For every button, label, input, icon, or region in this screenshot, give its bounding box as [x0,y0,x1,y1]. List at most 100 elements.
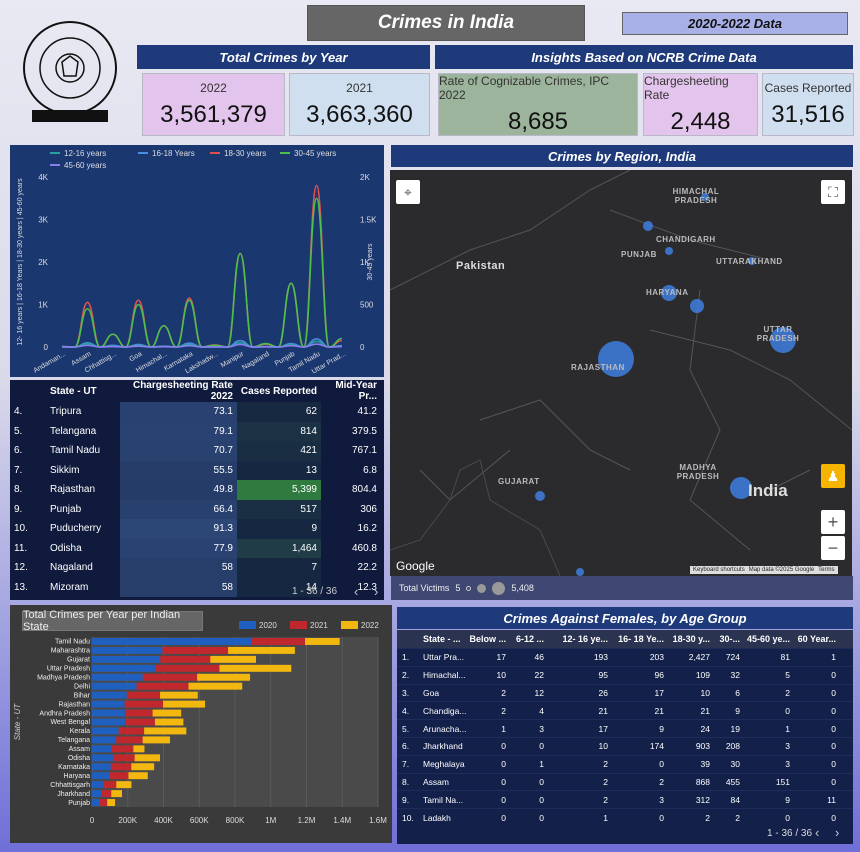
table-row[interactable]: 10. Ladakh 0 0 1 0 2 2 0 0 [397,808,853,826]
region-map[interactable]: Pakistan HIMACHAL PRADESH CHANDIGARH PUN… [390,170,852,576]
street-view-icon[interactable]: ♟ [821,464,845,488]
row-number: 9. [402,794,410,805]
cell-midyear: 12.3 [357,581,377,593]
col-header[interactable]: State - ... [423,634,461,644]
zoom-in-button[interactable]: + [821,510,845,534]
table-row[interactable]: 2. Himachal... 10 22 95 96 109 32 5 0 [397,665,853,684]
col-header[interactable]: 45-60 ye... [746,634,790,644]
col-state[interactable]: State - UT [50,385,97,397]
table-row[interactable]: 9. Tamil Na... 0 0 2 3 312 84 9 11 [397,790,853,808]
row-number: 1. [402,652,410,663]
cell-value: 903 [695,741,710,752]
cell-midyear: 804.4 [351,484,377,496]
category-label: Kerala [70,728,90,735]
table-row[interactable]: 3. Goa 2 12 26 17 10 6 2 0 [397,683,853,702]
col-cases[interactable]: Cases Reported [240,385,317,397]
row-number: 6. [14,445,23,457]
kpi-label: Chargesheeting Rate [644,73,729,102]
prev-page-icon[interactable]: ‹ [815,825,820,840]
category-label: Andhra Pradesh [39,710,90,717]
section-insights: Insights Based on NCRB Crime Data [435,45,853,69]
locate-icon[interactable]: ⌖ [396,180,420,204]
map-label-uttar-pradesh: UTTAR PRADESH [756,325,800,343]
bar-segment [124,700,164,708]
table-row[interactable]: 10. Puducherry 91.3 9 16.2 [10,519,384,539]
col-chargesheeting[interactable]: Chargesheeting Rate 2022 [132,380,233,402]
row-number: 5. [14,425,23,437]
cell-value: 10 [598,741,608,752]
cell-value: 868 [695,776,710,787]
cell-cases: 9 [237,519,321,539]
col-header[interactable]: 6-12 ... [515,634,544,644]
table-row[interactable]: 4. Chandiga... 2 4 21 21 21 9 0 0 [397,701,853,719]
cell-value: 9 [785,794,790,805]
col-header[interactable]: 16- 18 Ye... [618,634,664,644]
table-row[interactable]: 11. Odisha 77.9 1,464 460.8 [10,538,384,558]
cell-cases: 62 [237,402,321,422]
bar-segment [92,700,125,708]
map-label-haryana: HARYANA [646,288,689,297]
cell-value: 0 [785,705,790,716]
bar-segment [128,772,148,780]
cell-value: 0 [785,812,790,823]
cell-value: 2 [603,759,608,770]
map-label-himachal: HIMACHAL PRADESH [672,187,720,205]
table-row[interactable]: 13. Mizoram 58 14 12.3 [10,577,384,597]
cell-value: 19 [730,723,740,734]
terms-link[interactable]: Terms [818,567,835,573]
table-row[interactable]: 12. Nagaland 58 7 22.2 [10,558,384,578]
table-row[interactable]: 1. Uttar Pra... 17 46 193 203 2,427 724 81 1 [397,648,853,666]
table-row[interactable]: 4. Tripura 73.1 62 41.2 [10,402,384,422]
cell-state: Goa [423,687,440,698]
y-axis-label: State - UT [13,703,22,741]
row-number: 2. [402,670,410,681]
col-header[interactable]: 30-... [719,634,740,644]
row-number: 7. [14,464,23,476]
table-row[interactable]: 8. Rajasthan 49.8 5,399 804.4 [10,480,384,500]
ncrb-logo [14,6,126,136]
col-midyear[interactable]: Mid-Year Pr... [335,380,377,402]
fullscreen-icon[interactable]: ⛶ [821,180,845,204]
bar-segment [92,790,102,798]
x-tick: 1.4M [333,816,351,825]
table-row[interactable]: 9. Punjab 66.4 517 306 [10,499,384,519]
table-pager: 1 - 36 / 36 [767,828,813,839]
row-number: 10. [402,812,414,823]
legend-large-circle [492,581,506,595]
bar-segment [109,772,129,780]
cell-cases: 1,464 [237,538,321,558]
cell-cases: 421 [237,441,321,461]
x-tick-label: Goa [128,351,143,364]
next-page-icon[interactable]: › [835,825,840,840]
next-page-icon[interactable]: › [374,584,379,599]
table-row[interactable]: 7. Sikkim 55.5 13 6.8 [10,460,384,480]
zoom-out-button[interactable]: − [821,536,845,560]
cell-value: 3 [785,741,790,752]
col-header[interactable]: Below ... [469,634,506,644]
table-row[interactable]: 6. Tamil Nadu 70.7 421 767.1 [10,441,384,461]
table-row[interactable]: 6. Jharkhand 0 0 10 174 903 208 3 0 [397,736,853,755]
cell-value: 2 [603,776,608,787]
row-number: 7. [402,759,410,770]
table-row[interactable]: 7. Meghalaya 0 1 2 0 39 30 3 0 [397,754,853,773]
prev-page-icon[interactable]: ‹ [354,584,359,599]
bar-segment [160,655,211,663]
col-header[interactable]: 60 Year... [797,634,836,644]
cell-value: 109 [695,670,710,681]
col-header[interactable]: 18-30 y... [672,634,710,644]
category-label: Karnataka [58,764,90,771]
col-header[interactable]: 12- 16 ye... [562,634,608,644]
category-label: Chhattisgarh [50,782,90,789]
table-row[interactable]: 5. Arunacha... 1 3 17 9 24 19 1 0 [397,719,853,737]
cell-value: 12 [534,687,544,698]
bar-segment [305,638,340,645]
cell-value: 84 [730,794,740,805]
cell-value: 1 [539,759,544,770]
keyboard-shortcuts-link[interactable]: Keyboard shortcuts [693,567,745,573]
cell-value: 21 [700,705,710,716]
bar-segment [219,664,292,672]
table-row[interactable]: 5. Telangana 79.1 814 379.5 [10,421,384,441]
cell-value: 32 [730,670,740,681]
table-row[interactable]: 8. Assam 0 0 2 2 868 455 151 0 [397,772,853,791]
bar-segment [136,682,189,690]
